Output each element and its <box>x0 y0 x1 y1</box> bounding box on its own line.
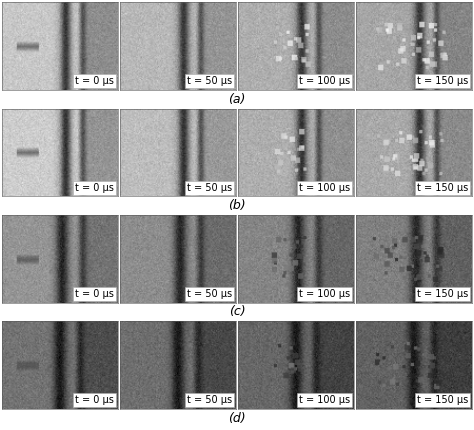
Text: (b): (b) <box>228 199 246 212</box>
Text: t = 150 μs: t = 150 μs <box>417 396 468 405</box>
Text: t = 0 μs: t = 0 μs <box>75 289 114 299</box>
Text: (a): (a) <box>228 92 246 106</box>
Text: t = 150 μs: t = 150 μs <box>417 76 468 86</box>
Text: t = 100 μs: t = 100 μs <box>299 289 350 299</box>
Text: t = 50 μs: t = 50 μs <box>187 289 232 299</box>
Text: t = 0 μs: t = 0 μs <box>75 76 114 86</box>
Text: t = 100 μs: t = 100 μs <box>299 183 350 193</box>
Text: t = 0 μs: t = 0 μs <box>75 396 114 405</box>
Text: t = 50 μs: t = 50 μs <box>187 76 232 86</box>
Text: t = 100 μs: t = 100 μs <box>299 76 350 86</box>
Text: (c): (c) <box>228 305 246 319</box>
Text: (d): (d) <box>228 412 246 425</box>
Text: t = 50 μs: t = 50 μs <box>187 183 232 193</box>
Text: t = 150 μs: t = 150 μs <box>417 183 468 193</box>
Text: t = 50 μs: t = 50 μs <box>187 396 232 405</box>
Text: t = 150 μs: t = 150 μs <box>417 289 468 299</box>
Text: t = 0 μs: t = 0 μs <box>75 183 114 193</box>
Text: t = 100 μs: t = 100 μs <box>299 396 350 405</box>
